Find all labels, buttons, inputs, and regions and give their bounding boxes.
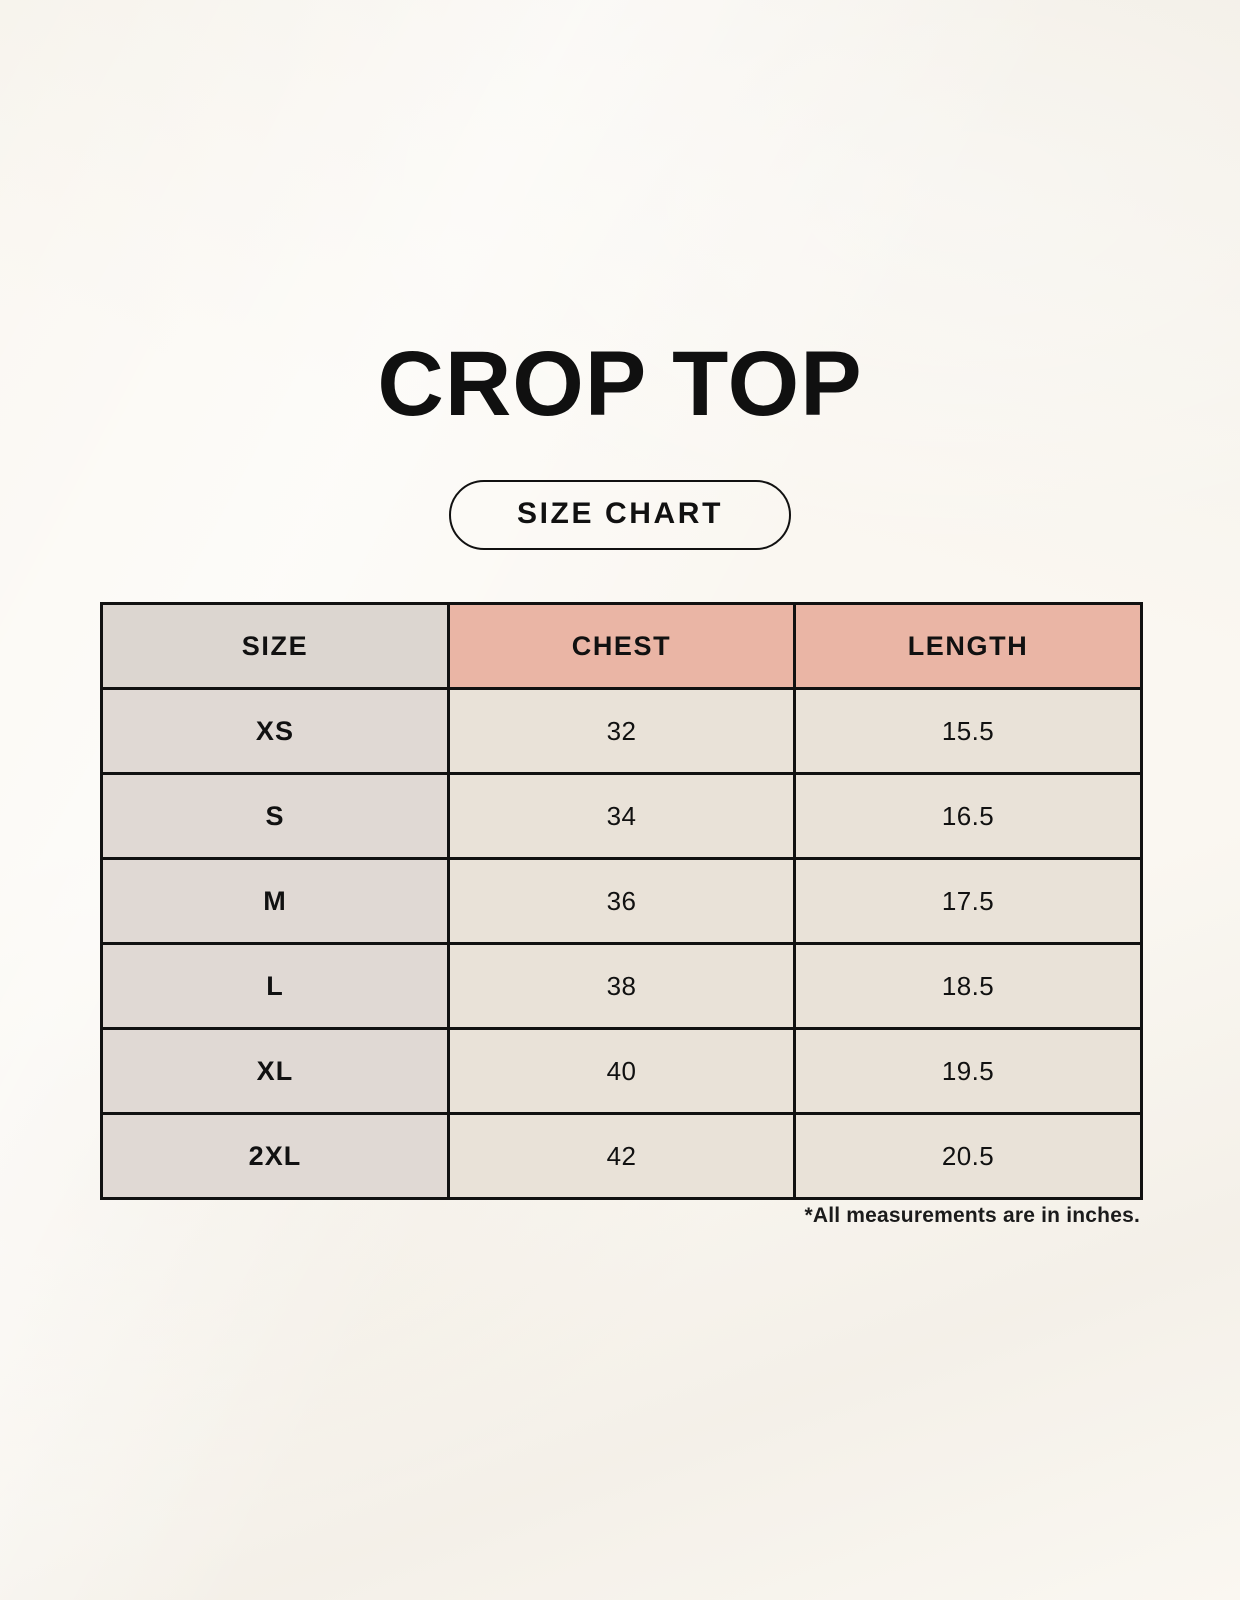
column-header-size: SIZE (100, 602, 450, 690)
cell-size: XS (100, 687, 450, 775)
page-title: CROP TOP (377, 333, 863, 435)
cell-chest: 38 (447, 942, 796, 1030)
table-body: XS 32 15.5 S 34 16.5 M 36 17.5 L 38 (100, 687, 1143, 1200)
table-row: XS 32 15.5 (100, 687, 1143, 775)
size-table: SIZE CHEST LENGTH XS 32 15.5 S 34 16.5 M (100, 602, 1143, 1200)
cell-size: S (100, 772, 450, 860)
table-row: S 34 16.5 (100, 772, 1143, 860)
cell-length: 18.5 (793, 942, 1143, 1030)
cell-size: L (100, 942, 450, 1030)
table-row: XL 40 19.5 (100, 1027, 1143, 1115)
column-header-length: LENGTH (793, 602, 1143, 690)
page-header: CROP TOP SIZE CHART (0, 338, 1240, 550)
cell-chest: 36 (447, 857, 796, 945)
column-header-chest: CHEST (447, 602, 796, 690)
table-row: 2XL 42 20.5 (100, 1112, 1143, 1200)
size-table-container: SIZE CHEST LENGTH XS 32 15.5 S 34 16.5 M (100, 602, 1143, 1200)
cell-length: 15.5 (793, 687, 1143, 775)
cell-chest: 42 (447, 1112, 796, 1200)
table-header-row: SIZE CHEST LENGTH (100, 602, 1143, 690)
table-row: M 36 17.5 (100, 857, 1143, 945)
cell-size: M (100, 857, 450, 945)
table-row: L 38 18.5 (100, 942, 1143, 1030)
measurements-footnote: *All measurements are in inches. (804, 1204, 1140, 1227)
cell-length: 19.5 (793, 1027, 1143, 1115)
cell-size: XL (100, 1027, 450, 1115)
cell-length: 16.5 (793, 772, 1143, 860)
cell-chest: 32 (447, 687, 796, 775)
size-chart-badge: SIZE CHART (449, 480, 791, 550)
cell-length: 20.5 (793, 1112, 1143, 1200)
badge-container: SIZE CHART (0, 480, 1240, 550)
cell-length: 17.5 (793, 857, 1143, 945)
cell-chest: 40 (447, 1027, 796, 1115)
cell-chest: 34 (447, 772, 796, 860)
table-header: SIZE CHEST LENGTH (100, 602, 1143, 690)
cell-size: 2XL (100, 1112, 450, 1200)
